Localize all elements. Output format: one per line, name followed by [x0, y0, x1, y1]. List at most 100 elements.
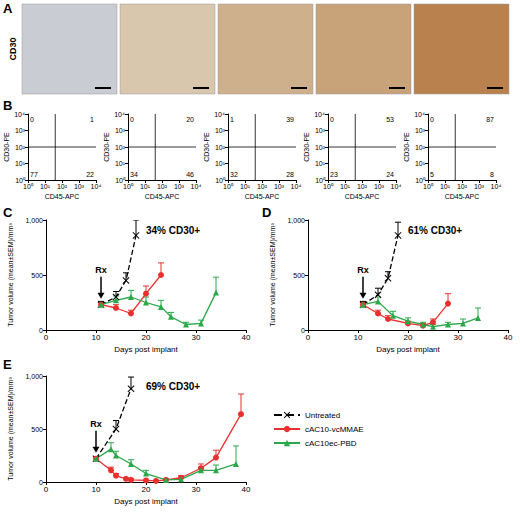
svg-text:10⁴: 10⁴	[91, 183, 102, 190]
svg-text:40: 40	[242, 333, 251, 342]
svg-text:E: E	[3, 357, 12, 372]
svg-text:CD45-APC: CD45-APC	[445, 193, 480, 200]
svg-text:A: A	[3, 1, 13, 16]
svg-text:10⁴: 10⁴	[291, 183, 302, 190]
svg-text:20: 20	[186, 116, 194, 123]
svg-text:69% CD30+: 69% CD30+	[146, 381, 200, 392]
svg-text:0: 0	[39, 327, 43, 334]
svg-text:40: 40	[242, 485, 251, 494]
svg-text:CD45-APC: CD45-APC	[145, 193, 180, 200]
svg-text:Tumor volume (mean±SEM)/mm³: Tumor volume (mean±SEM)/mm³	[7, 223, 15, 327]
svg-text:10⁴: 10⁴	[314, 111, 325, 118]
svg-text:32: 32	[230, 171, 238, 178]
svg-text:46: 46	[186, 171, 194, 178]
svg-text:B: B	[3, 98, 12, 113]
svg-text:Days post implant: Days post implant	[114, 345, 178, 354]
svg-text:87: 87	[486, 116, 494, 123]
svg-text:30: 30	[192, 485, 201, 494]
svg-text:10³: 10³	[374, 183, 385, 190]
svg-text:0: 0	[330, 116, 334, 123]
svg-text:10²: 10²	[415, 144, 426, 151]
svg-text:10¹: 10¹	[415, 160, 426, 167]
svg-text:34% CD30+: 34% CD30+	[146, 225, 200, 236]
svg-text:10¹: 10¹	[140, 183, 151, 190]
svg-text:10⁰: 10⁰	[423, 183, 434, 190]
svg-text:10⁴: 10⁴	[391, 183, 402, 190]
svg-text:10¹: 10¹	[240, 183, 251, 190]
svg-text:10²: 10²	[315, 144, 326, 151]
svg-text:Tumor volume (mean±SEM)/mm³: Tumor volume (mean±SEM)/mm³	[7, 377, 15, 481]
svg-text:Rx: Rx	[90, 419, 102, 429]
svg-text:22: 22	[86, 171, 94, 178]
svg-text:10³: 10³	[74, 183, 85, 190]
svg-text:0: 0	[30, 116, 34, 123]
svg-text:cAC10-vcMMAE: cAC10-vcMMAE	[305, 425, 364, 434]
svg-text:0: 0	[130, 116, 134, 123]
svg-text:CD30-PE: CD30-PE	[403, 132, 410, 162]
svg-text:10²: 10²	[57, 183, 68, 190]
svg-text:1,000: 1,000	[25, 217, 43, 224]
svg-text:20: 20	[142, 333, 151, 342]
svg-text:10⁰: 10⁰	[23, 183, 34, 190]
svg-text:1: 1	[230, 116, 234, 123]
svg-text:10¹: 10¹	[340, 183, 351, 190]
svg-text:Rx: Rx	[357, 265, 369, 275]
svg-text:1,000: 1,000	[25, 373, 43, 380]
svg-text:8: 8	[490, 171, 494, 178]
svg-text:Days post implant: Days post implant	[376, 345, 440, 354]
svg-text:10²: 10²	[115, 144, 126, 151]
svg-text:10³: 10³	[274, 183, 285, 190]
svg-text:20: 20	[142, 485, 151, 494]
svg-text:0: 0	[44, 485, 49, 494]
svg-text:10³: 10³	[115, 127, 126, 134]
svg-text:10¹: 10¹	[440, 183, 451, 190]
svg-text:10¹: 10¹	[215, 160, 226, 167]
svg-text:0: 0	[306, 333, 311, 342]
svg-text:0: 0	[44, 333, 49, 342]
svg-text:500: 500	[31, 272, 43, 279]
svg-text:10²: 10²	[157, 183, 168, 190]
svg-text:CD30-PE: CD30-PE	[103, 132, 110, 162]
svg-text:10⁴: 10⁴	[191, 183, 202, 190]
svg-text:10³: 10³	[174, 183, 185, 190]
svg-text:500: 500	[31, 426, 43, 433]
svg-text:C: C	[3, 205, 13, 220]
svg-text:23: 23	[330, 171, 338, 178]
svg-text:1: 1	[90, 116, 94, 123]
svg-text:10³: 10³	[15, 127, 26, 134]
svg-text:61% CD30+: 61% CD30+	[408, 225, 462, 236]
svg-text:10²: 10²	[357, 183, 368, 190]
svg-text:10⁰: 10⁰	[123, 183, 134, 190]
svg-text:Rx: Rx	[95, 265, 107, 275]
svg-text:0: 0	[39, 479, 43, 486]
svg-text:10³: 10³	[415, 127, 426, 134]
svg-text:0: 0	[301, 327, 305, 334]
svg-text:39: 39	[286, 116, 294, 123]
svg-text:Tumor volume (mean±SEM)/mm³: Tumor volume (mean±SEM)/mm³	[269, 223, 277, 327]
svg-text:CD30-PE: CD30-PE	[203, 132, 210, 162]
svg-text:10³: 10³	[474, 183, 485, 190]
svg-text:10⁴: 10⁴	[14, 111, 25, 118]
svg-text:5: 5	[430, 171, 434, 178]
svg-text:77: 77	[30, 171, 38, 178]
svg-text:CD45-APC: CD45-APC	[245, 193, 280, 200]
svg-text:53: 53	[386, 116, 394, 123]
svg-text:10: 10	[92, 485, 101, 494]
svg-text:cAC10ec-PBD: cAC10ec-PBD	[305, 439, 357, 448]
svg-text:D: D	[262, 205, 271, 220]
svg-text:10¹: 10¹	[40, 183, 51, 190]
svg-text:10⁰: 10⁰	[223, 183, 234, 190]
svg-text:20: 20	[404, 333, 413, 342]
svg-text:10²: 10²	[215, 144, 226, 151]
svg-text:Days post implant: Days post implant	[114, 497, 178, 506]
svg-text:10²: 10²	[457, 183, 468, 190]
svg-text:Untreated: Untreated	[305, 411, 340, 420]
svg-text:30: 30	[454, 333, 463, 342]
svg-text:500: 500	[293, 272, 305, 279]
svg-text:10⁴: 10⁴	[214, 111, 225, 118]
svg-text:10¹: 10¹	[15, 160, 26, 167]
svg-text:CD30-PE: CD30-PE	[3, 132, 10, 162]
svg-text:CD30: CD30	[8, 37, 18, 60]
svg-text:CD30-PE: CD30-PE	[303, 132, 310, 162]
svg-text:34: 34	[130, 171, 138, 178]
